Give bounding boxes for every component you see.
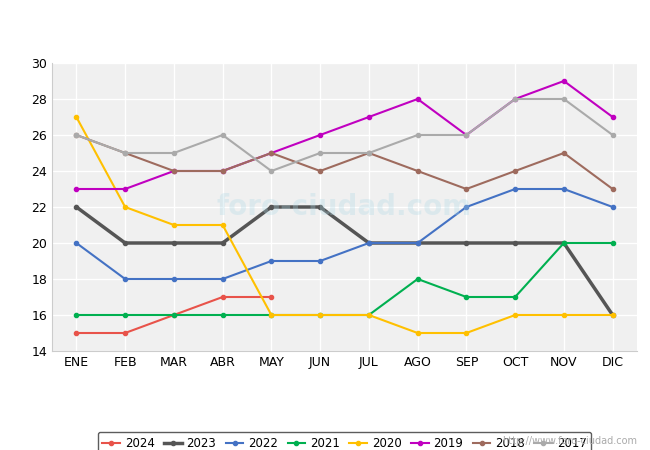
Legend: 2024, 2023, 2022, 2021, 2020, 2019, 2018, 2017: 2024, 2023, 2022, 2021, 2020, 2019, 2018…	[98, 432, 592, 450]
Text: http://www.foro-ciudad.com: http://www.foro-ciudad.com	[502, 436, 637, 446]
Text: Afiliados en San Pelayo de Guareña a 31/5/2024: Afiliados en San Pelayo de Guareña a 31/…	[107, 18, 543, 36]
Text: foro-ciudad.com: foro-ciudad.com	[217, 193, 472, 221]
